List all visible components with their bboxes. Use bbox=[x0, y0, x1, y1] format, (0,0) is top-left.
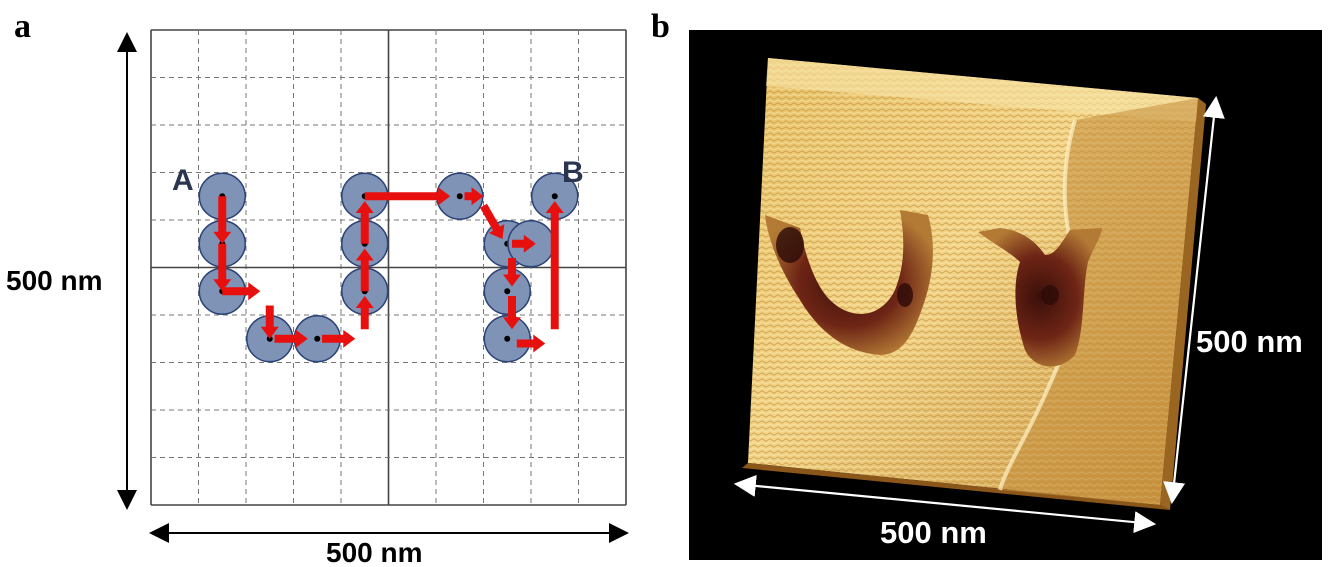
path-arrow bbox=[213, 196, 232, 244]
path-arrow bbox=[213, 243, 232, 292]
panel-b: 500 nm 500 nm bbox=[689, 30, 1322, 560]
path-arrow bbox=[516, 334, 546, 353]
pit-u-shape bbox=[765, 210, 933, 355]
y-dimension-label: 500 nm bbox=[6, 265, 103, 296]
start-label: A bbox=[172, 164, 194, 197]
path-arrow bbox=[222, 282, 261, 301]
terrace-top bbox=[766, 58, 1198, 122]
afm-surface bbox=[742, 58, 1206, 510]
pit-deep-spot bbox=[776, 227, 804, 263]
path-arrow bbox=[355, 201, 374, 244]
panel-a-letter: a bbox=[14, 8, 31, 45]
tip-position-dot bbox=[314, 335, 321, 342]
path-arrow bbox=[464, 187, 484, 206]
panel-a: 500 nm 500 nm A B bbox=[6, 29, 629, 567]
tip-position-dot bbox=[504, 288, 511, 295]
path-arrow bbox=[503, 296, 521, 330]
tip-position-dot bbox=[456, 193, 463, 200]
tip-position-dot bbox=[504, 335, 511, 342]
lithography-pits bbox=[765, 210, 1102, 367]
panel-b-letter: b bbox=[651, 8, 670, 45]
path-arrow bbox=[274, 329, 308, 348]
pit-deep-spot bbox=[1041, 285, 1059, 305]
afm-x-dimension-label: 500 nm bbox=[880, 515, 987, 550]
path-arrow bbox=[260, 305, 279, 339]
grid bbox=[150, 29, 627, 506]
path-arrow bbox=[480, 203, 505, 239]
tip-position-dot bbox=[551, 193, 558, 200]
pit-deep-spot bbox=[897, 283, 913, 307]
path-arrow bbox=[503, 258, 521, 287]
path-arrows bbox=[213, 187, 564, 353]
afm-y-dimension-arrow bbox=[1163, 95, 1225, 505]
path-arrow bbox=[545, 201, 564, 330]
path-arrow bbox=[355, 248, 374, 292]
end-label: B bbox=[562, 156, 584, 189]
afm-y-dimension-label: 500 nm bbox=[1196, 324, 1303, 359]
terrace-step bbox=[1000, 98, 1198, 505]
pit-w-shape bbox=[978, 228, 1102, 367]
path-arrow bbox=[322, 329, 356, 348]
x-dimension-label: 500 nm bbox=[326, 537, 423, 567]
afm-x-dimension-arrow bbox=[733, 474, 1157, 534]
path-arrow bbox=[512, 234, 536, 253]
path-arrow bbox=[355, 296, 374, 330]
path-arrow bbox=[364, 187, 451, 206]
